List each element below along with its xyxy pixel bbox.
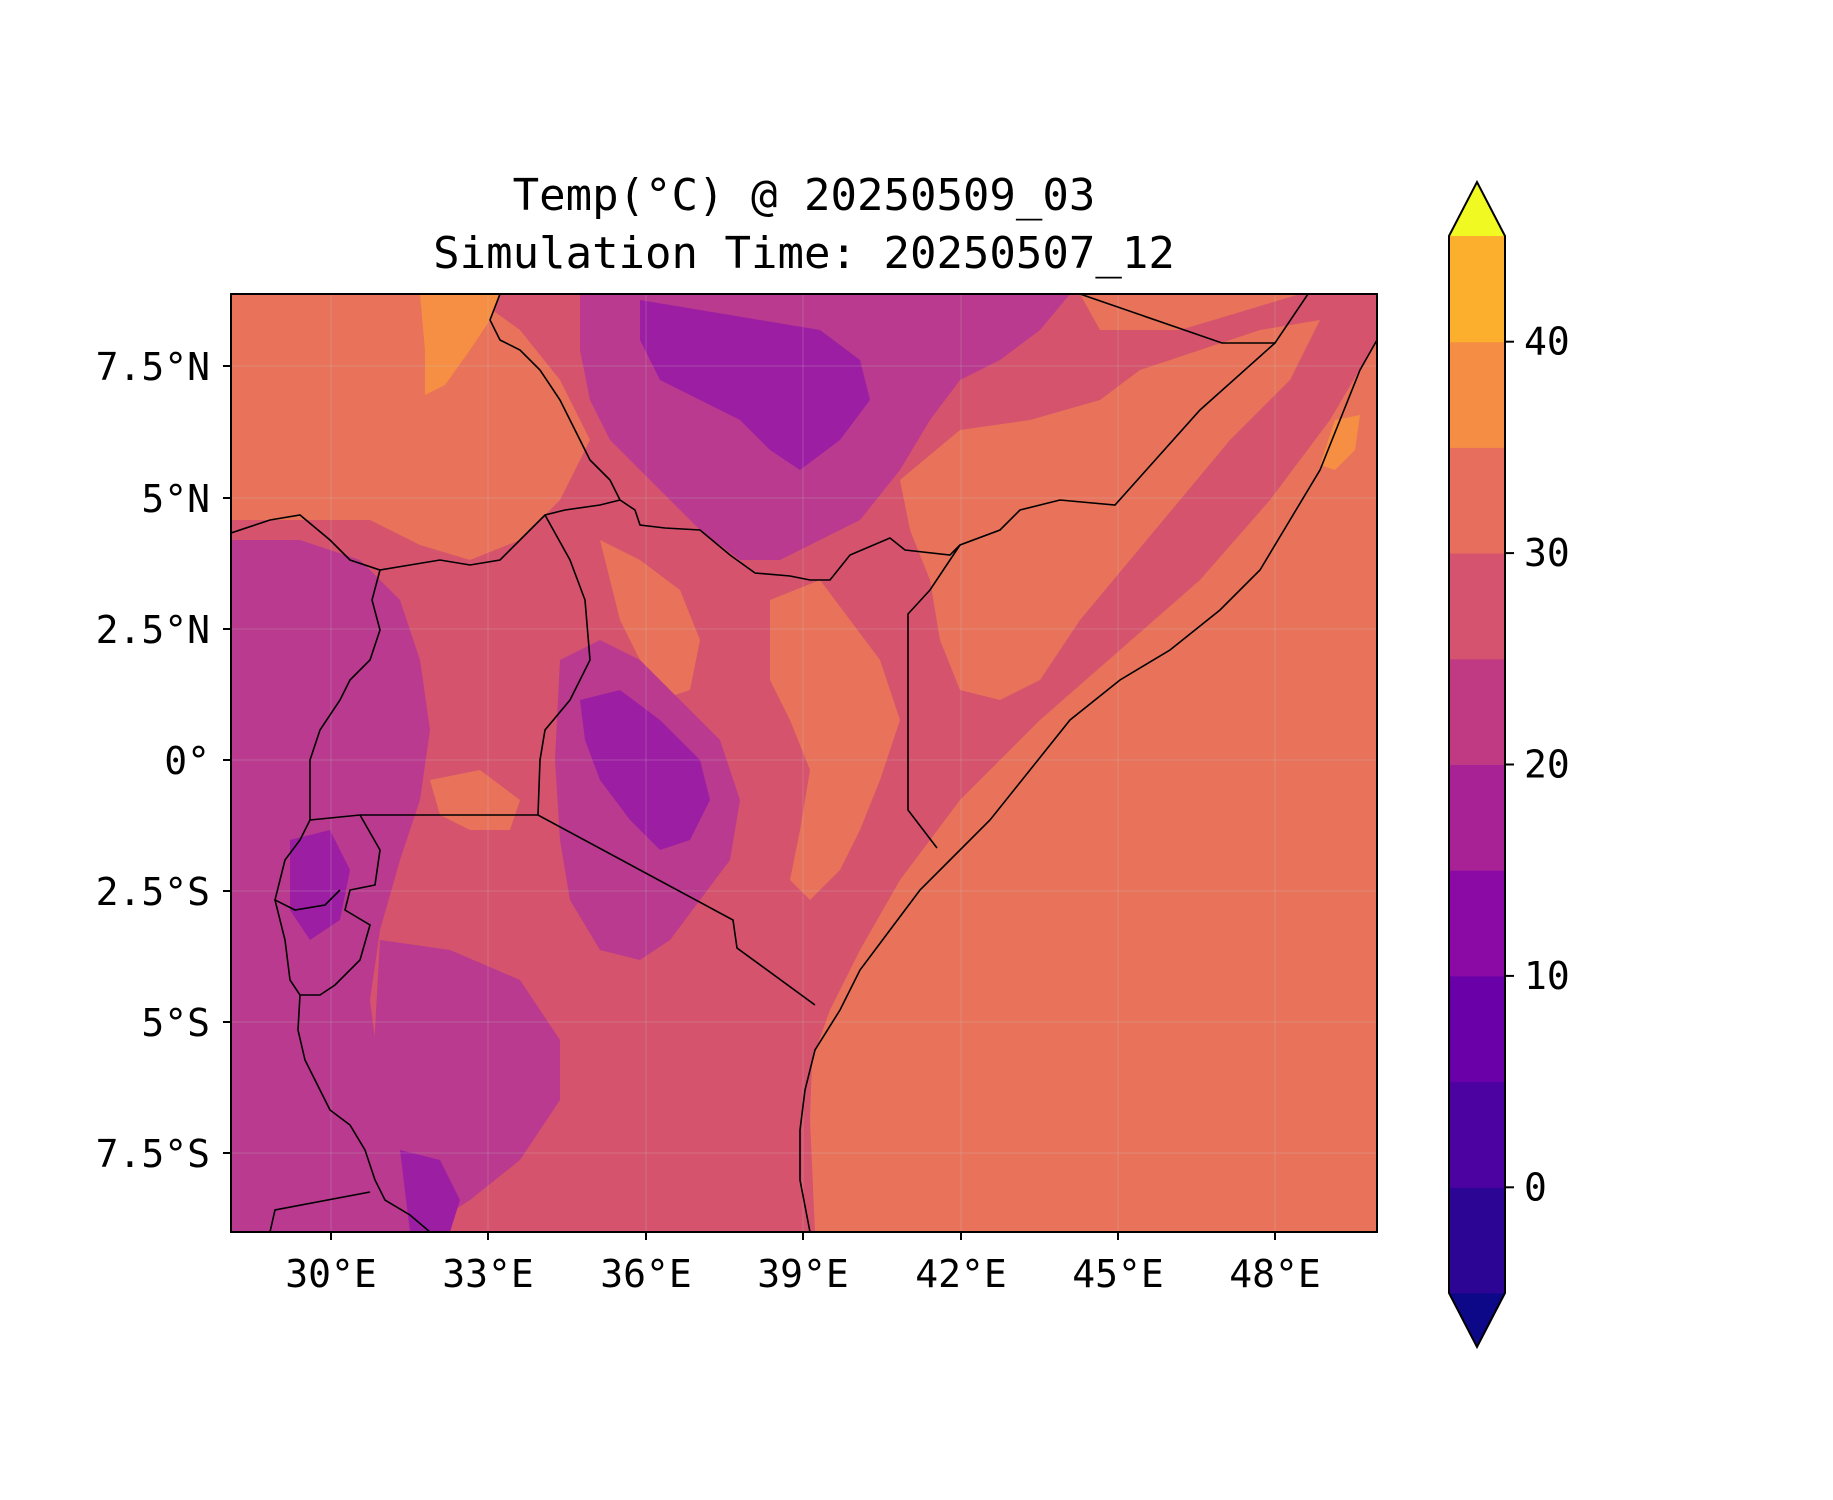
colorbar: 0 10 20 30 40	[1448, 179, 1570, 1350]
colorbar-segment	[1449, 658, 1505, 765]
axis-x	[330, 1232, 1276, 1240]
x-tick-label: 33°E	[442, 1252, 534, 1296]
colorbar-tick-label: 20	[1524, 743, 1570, 787]
gridlines	[231, 294, 1377, 1232]
country-borders	[231, 294, 1377, 1232]
y-tick-label: 5°S	[141, 1001, 210, 1045]
land-temp-30-35-nw	[420, 294, 500, 395]
colorbar-segment	[1449, 1187, 1505, 1294]
land-temp-25-30-somalia	[900, 320, 1320, 700]
y-tick-label: 7.5°N	[96, 345, 210, 389]
colorbar-segment	[1449, 1081, 1505, 1188]
colorbar-tick-label: 30	[1524, 531, 1570, 575]
colorbar-segment	[1449, 870, 1505, 977]
colorbar-segment	[1449, 447, 1505, 554]
y-tick-label: 5°N	[141, 477, 210, 521]
colorbar-segment	[1449, 764, 1505, 871]
land-temp-10-15-rwenzori	[290, 830, 350, 940]
x-tick-label: 39°E	[757, 1252, 849, 1296]
land-temp-10-15-south	[400, 1150, 460, 1232]
colorbar-segment	[1449, 553, 1505, 660]
x-tick-label: 36°E	[600, 1252, 692, 1296]
colorbar-tick-label: 0	[1524, 1165, 1547, 1209]
land-temp-10-15-kenya	[580, 690, 710, 850]
y-tick-label: 0°	[164, 739, 210, 783]
colorbar-segment	[1449, 975, 1505, 1083]
colorbar-outline	[1448, 179, 1506, 1350]
map-panel	[231, 294, 1377, 1232]
axis-y	[223, 365, 231, 1154]
colorbar-segment	[1449, 341, 1505, 448]
colorbar-tick-label: 40	[1524, 320, 1570, 364]
coastline	[799, 339, 1377, 1232]
land-temp-25-30-north	[231, 294, 590, 560]
x-tick-label: 48°E	[1229, 1252, 1321, 1296]
map-title-line2: Simulation Time: 20250507_12	[433, 228, 1175, 279]
land-temp-10-15-ethiopia	[640, 300, 870, 470]
y-tick-label: 7.5°S	[96, 1132, 210, 1176]
y-tick-label: 2.5°S	[96, 870, 210, 914]
land-temp-30-35-coast	[1320, 415, 1360, 470]
colorbar-extend-low	[1449, 1293, 1505, 1347]
map-title-line1: Temp(°C) @ 20250509_03	[513, 170, 1096, 221]
colorbar-tick-label: 10	[1524, 954, 1570, 998]
land-temp-25-30-east	[770, 580, 900, 900]
colorbar-segment	[1449, 236, 1505, 343]
x-tick-label: 30°E	[285, 1252, 377, 1296]
colorbar-extend-high	[1449, 182, 1505, 236]
y-tick-label: 2.5°N	[96, 608, 210, 652]
x-tick-label: 42°E	[915, 1252, 1007, 1296]
x-tick-label: 45°E	[1072, 1252, 1164, 1296]
land-temp-25-30-center	[600, 540, 700, 700]
